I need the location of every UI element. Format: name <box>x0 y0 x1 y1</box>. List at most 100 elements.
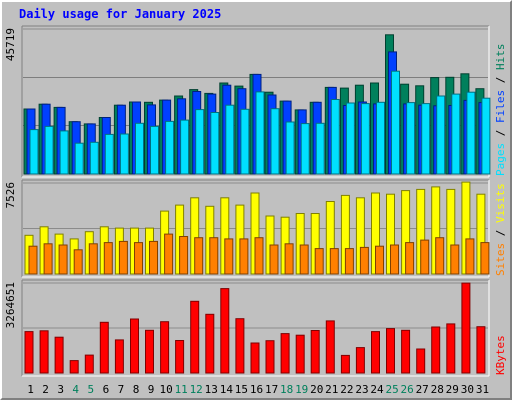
bar-kbytes-day-11 <box>175 340 185 374</box>
bar-pages-day-11 <box>180 119 190 175</box>
x-tick-label-day-4: 4 <box>72 383 79 396</box>
bar-pages-day-17 <box>270 108 280 175</box>
bar-pages-day-20 <box>315 122 325 175</box>
bar-sites-day-9 <box>149 240 158 275</box>
bar-pages-day-28 <box>436 95 446 175</box>
bar-pages-day-8 <box>135 122 144 175</box>
bar-pages-day-25 <box>391 70 400 175</box>
x-tick-label-day-28: 28 <box>431 383 444 396</box>
bar-sites-day-21 <box>329 248 339 275</box>
x-tick-label-day-30: 30 <box>461 383 474 396</box>
legend-hits: Hits <box>494 44 507 71</box>
bar-pages-day-10 <box>165 120 175 175</box>
bar-kbytes-day-6 <box>99 321 109 374</box>
bar-kbytes-day-30 <box>461 282 471 374</box>
bar-kbytes-day-15 <box>235 318 245 374</box>
bar-sites-day-27 <box>420 239 430 275</box>
x-tick-label-day-22: 22 <box>340 383 353 396</box>
legend-panel-1: Pages / Files / Hits <box>494 44 507 177</box>
bar-sites-day-28 <box>435 237 445 275</box>
x-tick-label-day-27: 27 <box>416 383 429 396</box>
bar-sites-day-3 <box>58 244 68 275</box>
bar-pages-day-9 <box>150 125 159 175</box>
bar-kbytes-day-8 <box>130 318 139 374</box>
bar-kbytes-day-3 <box>54 336 64 374</box>
bar-kbytes-day-19 <box>295 334 305 374</box>
bar-sites-day-23 <box>359 246 369 275</box>
bar-kbytes-day-1 <box>24 331 34 374</box>
ymax-label-panel-2: 7526 <box>4 182 17 209</box>
bar-kbytes-day-18 <box>280 333 290 374</box>
bar-pages-day-24 <box>376 101 385 175</box>
bar-pages-day-26 <box>406 102 416 175</box>
bar-sites-day-12 <box>194 237 204 275</box>
bar-sites-day-29 <box>450 244 460 275</box>
bar-sites-day-2 <box>43 243 53 275</box>
bar-kbytes-day-25 <box>386 328 395 374</box>
bar-sites-day-5 <box>88 243 98 275</box>
x-tick-label-day-23: 23 <box>355 383 368 396</box>
bar-kbytes-day-23 <box>355 347 365 374</box>
bar-pages-day-7 <box>119 133 129 175</box>
bar-kbytes-day-27 <box>416 348 426 374</box>
ymax-label-panel-1: 45719 <box>4 28 17 61</box>
bar-kbytes-day-13 <box>205 313 215 374</box>
bar-kbytes-day-9 <box>145 329 154 374</box>
bar-pages-day-15 <box>240 108 250 175</box>
bar-pages-day-19 <box>300 123 310 175</box>
x-tick-label-day-3: 3 <box>57 383 64 396</box>
bar-kbytes-day-12 <box>190 300 200 374</box>
x-tick-label-day-31: 31 <box>476 383 489 396</box>
bar-sites-day-30 <box>465 238 475 275</box>
bar-sites-day-24 <box>375 245 384 275</box>
bar-pages-day-5 <box>89 141 99 175</box>
bar-sites-day-13 <box>209 237 219 275</box>
legend-kbytes: KBytes <box>494 335 507 375</box>
bar-kbytes-day-21 <box>325 320 335 374</box>
bar-sites-day-15 <box>239 238 249 275</box>
bar-sites-day-7 <box>118 240 128 275</box>
x-tick-label-day-20: 20 <box>310 383 323 396</box>
x-tick-label-day-11: 11 <box>175 383 188 396</box>
bar-sites-day-1 <box>28 245 38 275</box>
bar-pages-day-3 <box>59 130 69 175</box>
x-tick-label-day-13: 13 <box>205 383 218 396</box>
bar-kbytes-day-24 <box>371 331 380 374</box>
bar-sites-day-4 <box>73 249 83 275</box>
x-tick-label-day-26: 26 <box>400 383 413 396</box>
bar-pages-day-12 <box>195 109 205 175</box>
legend-separator: / <box>494 70 507 90</box>
bar-pages-day-29 <box>451 93 461 175</box>
bar-sites-day-22 <box>344 248 354 275</box>
x-tick-label-day-5: 5 <box>87 383 94 396</box>
legend-files: Files <box>494 90 507 123</box>
bar-sites-day-19 <box>299 244 309 275</box>
bar-pages-day-2 <box>44 125 54 175</box>
bar-kbytes-day-10 <box>160 321 170 374</box>
bar-sites-day-11 <box>179 236 189 275</box>
bar-kbytes-day-22 <box>340 354 350 374</box>
x-tick-label-day-19: 19 <box>295 383 308 396</box>
bar-sites-day-6 <box>103 242 113 275</box>
bar-kbytes-day-16 <box>250 342 260 374</box>
x-tick-label-day-29: 29 <box>446 383 459 396</box>
x-tick-label-day-17: 17 <box>265 383 278 396</box>
x-tick-label-day-12: 12 <box>190 383 203 396</box>
bar-kbytes-day-17 <box>265 340 275 374</box>
bar-sites-day-18 <box>284 243 294 275</box>
bar-pages-day-22 <box>345 102 355 175</box>
x-tick-label-day-21: 21 <box>325 383 338 396</box>
bar-kbytes-day-5 <box>84 354 94 374</box>
bar-pages-day-31 <box>481 97 491 175</box>
x-tick-label-day-8: 8 <box>133 383 140 396</box>
bar-sites-day-10 <box>164 233 174 275</box>
bar-kbytes-day-29 <box>446 323 456 374</box>
legend-panel-2: Sites / Visits <box>494 183 507 276</box>
bar-pages-day-18 <box>285 121 295 175</box>
chart-title: Daily usage for January 2025 <box>19 7 222 21</box>
bar-kbytes-day-14 <box>220 288 230 374</box>
bar-pages-day-23 <box>360 103 370 175</box>
bar-pages-day-4 <box>74 142 84 175</box>
x-tick-label-day-7: 7 <box>118 383 125 396</box>
